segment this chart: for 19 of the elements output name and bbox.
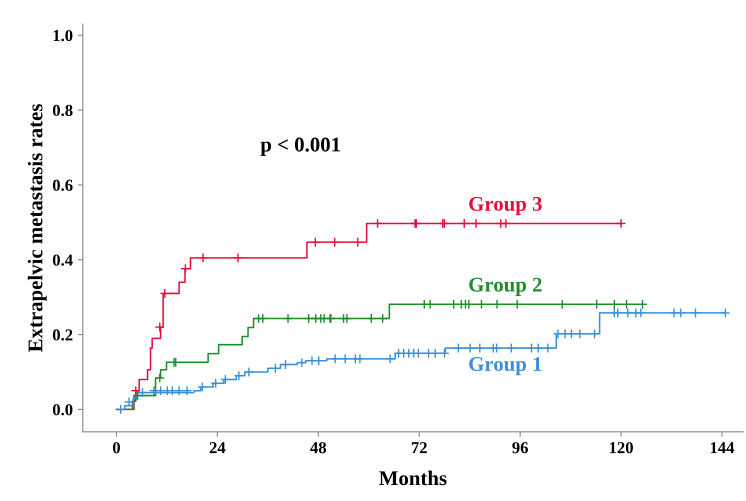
- series-label: Group 1: [469, 357, 542, 376]
- y-tick-label: 0.2: [52, 329, 72, 341]
- x-tick-label: 72: [412, 442, 427, 454]
- y-tick-label: 1.0: [54, 30, 72, 42]
- y-axis-title: Extrapelvic metastasis rates: [28, 104, 47, 352]
- y-tick-label: 0.8: [52, 104, 73, 116]
- annotation: p < 0.001: [260, 138, 340, 156]
- x-tick-label: 24: [210, 442, 226, 454]
- x-tick-label: 0: [112, 442, 120, 454]
- y-tick-label: 0.0: [52, 404, 72, 416]
- y-tick-label: 0.4: [52, 254, 73, 266]
- x-tick-label: 120: [610, 442, 633, 454]
- x-tick-label: 144: [710, 442, 734, 454]
- y-tick-label: 0.6: [52, 180, 73, 191]
- x-tick-label: 96: [512, 442, 528, 454]
- x-axis-title: Months: [379, 470, 447, 486]
- series-label: Group 2: [469, 278, 542, 296]
- series-label: Group 3: [469, 196, 542, 216]
- x-tick-label: 48: [310, 442, 326, 454]
